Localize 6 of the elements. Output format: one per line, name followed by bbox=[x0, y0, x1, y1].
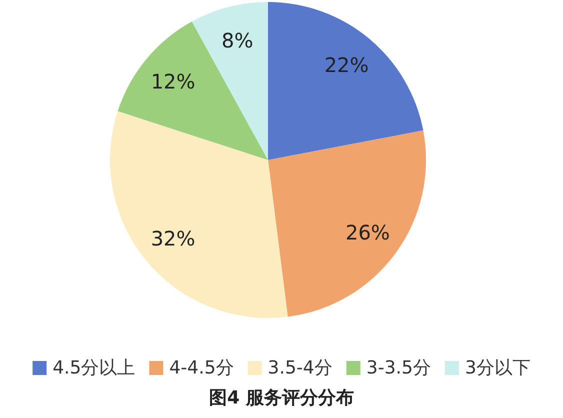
legend-label: 4-4.5分 bbox=[169, 358, 234, 378]
legend-label: 3-3.5分 bbox=[366, 358, 431, 378]
legend-label: 3.5-4分 bbox=[268, 358, 332, 378]
title: 图4 服务评分分布 bbox=[209, 388, 354, 408]
legend-label: 4.5分以上 bbox=[52, 358, 136, 378]
legend-label: 3分以下 bbox=[464, 358, 530, 378]
